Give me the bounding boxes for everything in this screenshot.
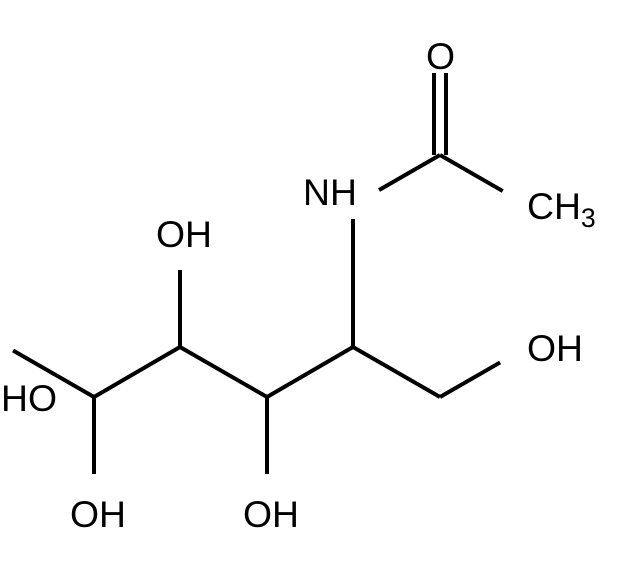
atom-label: OH <box>70 493 126 535</box>
bond-line <box>379 155 440 190</box>
atom-label: HO <box>1 377 57 419</box>
bond-line <box>440 155 503 191</box>
bond-line <box>180 347 267 397</box>
bond-line <box>440 362 500 397</box>
bond-line <box>94 347 180 397</box>
bond-line <box>353 347 440 397</box>
atom-label: CH3 <box>527 185 596 233</box>
atom-label: OH <box>156 213 212 255</box>
atom-label: OH <box>243 493 299 535</box>
atom-label: O <box>426 35 455 77</box>
bond-line <box>267 347 353 397</box>
atom-label: OH <box>527 327 583 369</box>
atom-label: NH <box>303 171 357 213</box>
